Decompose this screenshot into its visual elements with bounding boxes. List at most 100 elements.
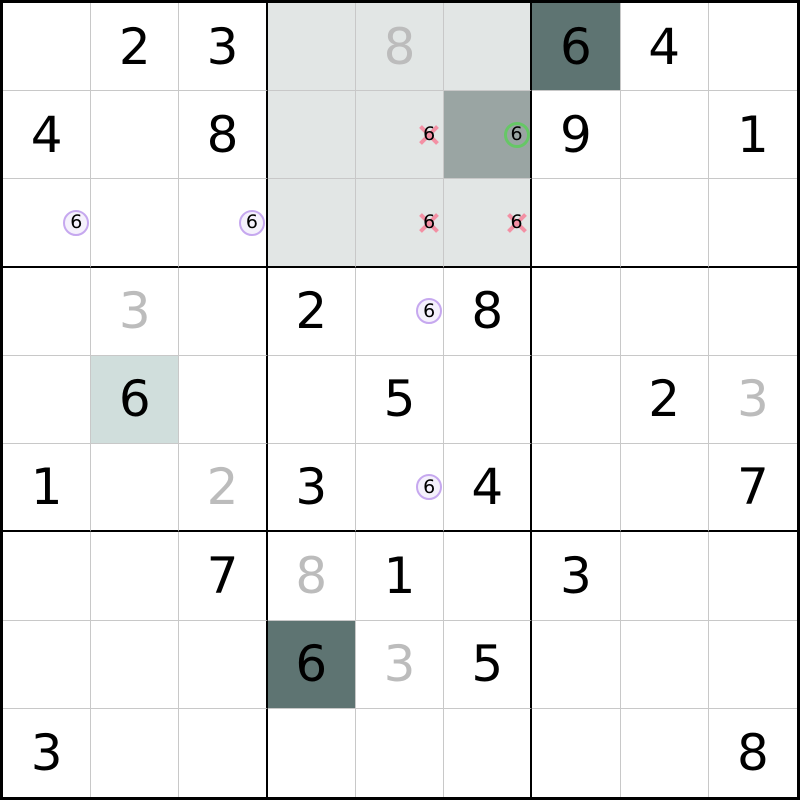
cell-r1c4[interactable] xyxy=(267,3,356,92)
cell-r5c8[interactable]: 2 xyxy=(620,355,709,445)
cell-r9c5[interactable] xyxy=(356,708,445,797)
cell-r9c8[interactable] xyxy=(621,708,709,797)
cell-r6c2[interactable] xyxy=(91,444,180,533)
cell-r9c4[interactable] xyxy=(268,708,356,797)
cell-r9c1[interactable]: 3 xyxy=(3,708,92,797)
solved-digit: 2 xyxy=(206,458,239,517)
cell-r9c2[interactable] xyxy=(91,708,180,797)
cell-r4c6[interactable]: 8 xyxy=(444,267,533,356)
given-digit: 3 xyxy=(560,546,592,605)
cell-r5c2[interactable]: 6 xyxy=(91,355,180,445)
candidate-digit: 6 xyxy=(423,211,436,234)
cell-r5c9[interactable]: 3 xyxy=(708,356,797,445)
cell-r3c9[interactable] xyxy=(708,179,797,268)
cell-r3c2[interactable] xyxy=(91,179,180,268)
cell-r8c8[interactable] xyxy=(620,620,709,709)
cell-r4c5[interactable]: 6 xyxy=(355,267,445,356)
cell-r2c6[interactable]: 6 xyxy=(444,91,533,180)
cell-r1c3[interactable]: 3 xyxy=(179,3,268,92)
cell-r8c3[interactable] xyxy=(179,620,268,709)
candidate-digit: 6 xyxy=(423,123,436,146)
cell-r2c1[interactable]: 4 xyxy=(3,91,92,180)
cell-r6c8[interactable] xyxy=(620,444,709,533)
cell-r4c1[interactable] xyxy=(3,267,92,356)
candidate-digit: 6 xyxy=(423,475,436,498)
cell-r3c7[interactable] xyxy=(532,179,621,268)
cell-r7c3[interactable]: 7 xyxy=(179,532,268,621)
cell-r2c3[interactable]: 8 xyxy=(179,91,268,180)
cell-r8c5[interactable]: 3 xyxy=(355,620,445,709)
cell-r5c4[interactable] xyxy=(267,355,356,445)
cell-r8c6[interactable]: 5 xyxy=(444,620,533,709)
cell-r8c2[interactable] xyxy=(91,620,180,709)
cell-r3c1[interactable]: 6 xyxy=(3,179,92,268)
cell-r4c4[interactable]: 2 xyxy=(267,267,356,356)
cell-r2c5[interactable]: 6 xyxy=(355,91,445,180)
cell-r9c6[interactable] xyxy=(444,708,533,797)
cell-r2c4[interactable] xyxy=(267,91,356,180)
cell-r5c6[interactable] xyxy=(444,355,533,445)
cell-r7c9[interactable] xyxy=(708,532,797,621)
given-digit: 6 xyxy=(295,635,328,694)
cell-r7c1[interactable] xyxy=(3,532,92,621)
cell-r1c8[interactable]: 4 xyxy=(620,3,709,92)
cell-r1c9[interactable] xyxy=(708,3,797,92)
cell-r2c7[interactable]: 9 xyxy=(532,91,621,180)
cell-r5c1[interactable] xyxy=(3,355,92,445)
cell-r9c3[interactable] xyxy=(179,708,268,797)
given-digit: 1 xyxy=(736,105,769,164)
cell-r1c6[interactable] xyxy=(444,3,533,92)
cell-r8c9[interactable] xyxy=(708,621,797,709)
cell-r3c5[interactable]: 6 xyxy=(355,179,445,268)
cell-r2c2[interactable] xyxy=(91,91,180,180)
given-digit: 8 xyxy=(736,723,769,782)
given-digit: 5 xyxy=(383,370,416,429)
cell-r5c5[interactable]: 5 xyxy=(355,355,445,445)
cell-r3c8[interactable] xyxy=(620,179,709,268)
cell-r1c2[interactable]: 2 xyxy=(91,3,180,92)
cell-r4c9[interactable] xyxy=(708,268,797,356)
cell-r4c8[interactable] xyxy=(620,267,709,356)
cell-r9c9[interactable]: 8 xyxy=(709,709,797,797)
candidate-digit: 6 xyxy=(510,123,523,146)
cell-r8c7[interactable] xyxy=(532,620,621,709)
cell-r7c7[interactable]: 3 xyxy=(532,532,621,621)
cell-r6c4[interactable]: 3 xyxy=(267,444,356,533)
cell-r8c4[interactable]: 6 xyxy=(267,620,356,709)
cell-r2c9[interactable]: 1 xyxy=(708,91,797,180)
given-digit: 3 xyxy=(206,17,239,76)
given-digit: 3 xyxy=(295,458,328,517)
cell-r1c1[interactable] xyxy=(3,3,92,92)
cell-r3c4[interactable] xyxy=(267,179,356,268)
cell-r6c5[interactable]: 6 xyxy=(355,444,445,533)
cell-r7c6[interactable] xyxy=(444,532,533,621)
cell-r4c3[interactable] xyxy=(179,267,268,356)
cell-r6c3[interactable]: 2 xyxy=(179,444,268,533)
candidate-digit: 6 xyxy=(70,211,83,234)
cell-r7c8[interactable] xyxy=(620,532,709,621)
cell-r4c7[interactable] xyxy=(532,267,621,356)
cell-r5c7[interactable] xyxy=(532,355,621,445)
candidate-digit: 6 xyxy=(245,211,258,234)
cell-r1c5[interactable]: 8 xyxy=(355,3,445,92)
given-digit: 8 xyxy=(471,282,504,341)
cell-r5c3[interactable] xyxy=(179,355,268,445)
cell-r8c1[interactable] xyxy=(3,620,92,709)
cell-r3c6[interactable]: 6 xyxy=(444,179,533,268)
cell-r2c8[interactable] xyxy=(620,91,709,180)
cell-r4c2[interactable]: 3 xyxy=(91,267,180,356)
given-digit: 8 xyxy=(206,105,239,164)
cell-r6c9[interactable]: 7 xyxy=(708,444,797,533)
candidate-digit: 6 xyxy=(510,211,523,234)
cell-r3c3[interactable]: 6 xyxy=(179,179,268,268)
cell-r7c2[interactable] xyxy=(91,532,180,621)
cell-r7c5[interactable]: 1 xyxy=(355,532,445,621)
given-digit: 2 xyxy=(118,17,151,76)
cell-r1c7[interactable]: 6 xyxy=(532,3,621,92)
cell-r7c4[interactable]: 8 xyxy=(267,532,356,621)
given-digit: 4 xyxy=(471,458,504,517)
cell-r6c1[interactable]: 1 xyxy=(3,444,92,533)
cell-r6c6[interactable]: 4 xyxy=(444,444,533,533)
cell-r9c7[interactable] xyxy=(532,708,621,797)
cell-r6c7[interactable] xyxy=(532,444,621,533)
